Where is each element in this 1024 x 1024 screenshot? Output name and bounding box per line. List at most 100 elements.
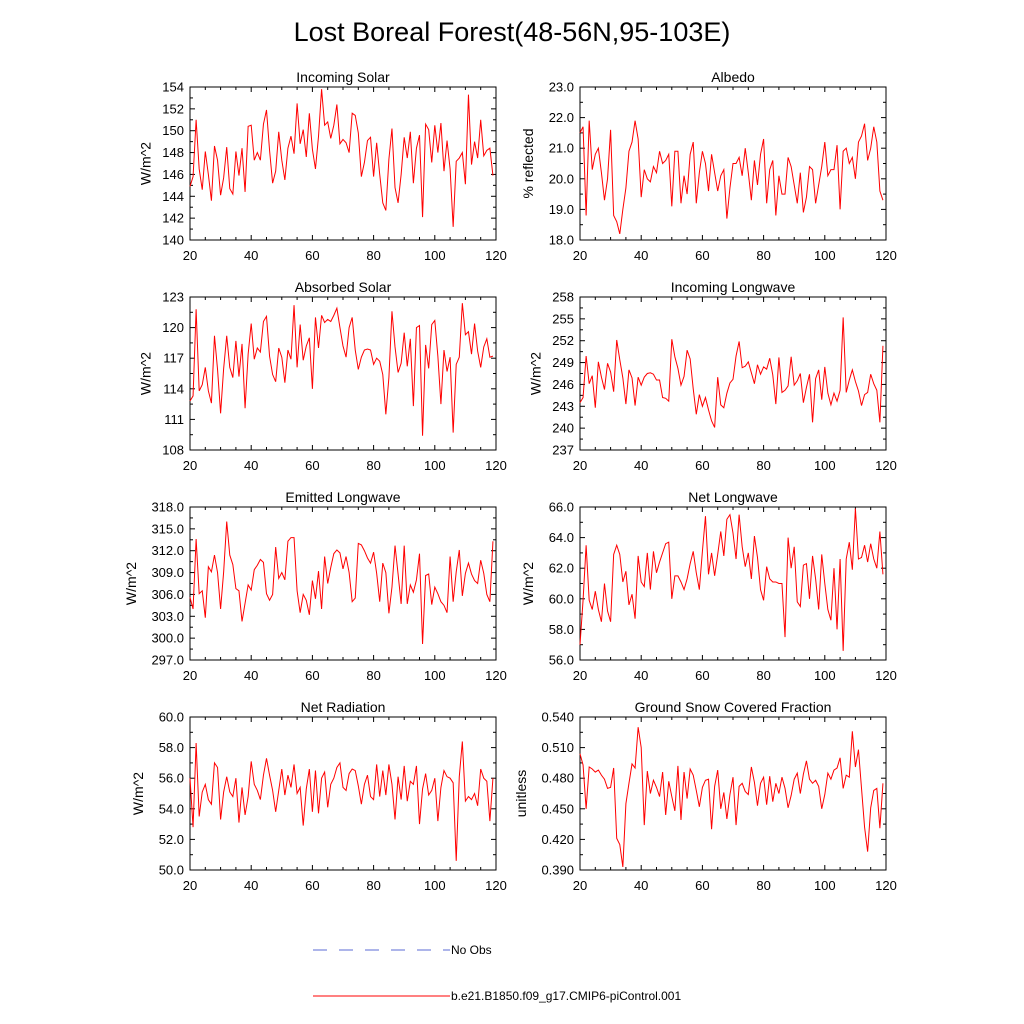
x-tick-label: 40 [634,878,648,893]
series-line-incoming-longwave [579,317,884,428]
x-tick-label: 40 [244,668,258,683]
y-tick-label: 300.0 [151,631,184,646]
x-tick-label: 80 [366,458,380,473]
legend-label-no-obs: No Obs [451,943,492,957]
series-line-net-longwave [579,508,884,651]
x-tick-label: 60 [695,458,709,473]
y-tick-label: 148 [162,145,184,160]
y-tick-label: 0.510 [541,740,574,755]
x-tick-label: 100 [424,668,446,683]
plot-frame [579,506,887,661]
x-tick-label: 20 [573,878,587,893]
legend: No Obs b.e21.B1850.f09_g17.CMIP6-piContr… [313,943,681,1003]
y-tick-label: 249 [552,355,574,370]
y-tick-label: 20.0 [549,171,574,186]
y-tick-label: 303.0 [151,609,184,624]
y-tick-label: 56.0 [549,653,574,668]
panel-title-ground-snow-covered-fraction: Ground Snow Covered Fraction [635,699,832,715]
x-tick-label: 80 [756,668,770,683]
y-tick-label: 258 [552,290,574,305]
plot-frame [189,506,497,661]
y-tick-label: 108 [162,443,184,458]
x-tick-label: 120 [485,668,507,683]
y-tick-label: 154 [162,80,184,95]
panel-title-incoming-longwave: Incoming Longwave [671,279,796,295]
x-tick-label: 100 [814,668,836,683]
y-tick-label: 309.0 [151,565,184,580]
x-tick-label: 20 [183,248,197,263]
plot-frame [579,296,887,451]
panel-incoming-longwave: Incoming Longwave 20 40 60 80 100 120 237 240 243… [527,279,896,473]
x-tick-label: 100 [814,878,836,893]
y-tick-label: 111 [164,412,184,427]
series-line-ground-snow-covered-fraction [579,727,884,868]
y-tick-label: 0.420 [541,832,574,847]
x-tick-label: 100 [424,878,446,893]
y-tick-label: 64.0 [549,530,574,545]
x-tick-label: 20 [573,248,587,263]
y-tick-label: 18.0 [549,233,574,248]
x-tick-label: 20 [183,668,197,683]
x-tick-label: 60 [305,878,319,893]
panel-net-longwave: Net Longwave 20 40 60 80 100 120 56.0 58.0 60.0 62… [520,489,897,683]
y-tick-label: 60.0 [549,591,574,606]
y-axis-label: unitless [513,770,529,817]
y-tick-label: 315.0 [151,521,184,536]
y-tick-label: 22.0 [549,110,574,125]
y-tick-label: 114 [163,381,184,396]
x-tick-label: 40 [244,878,258,893]
y-axis-label: W/m^2 [130,772,146,815]
y-tick-label: 23.0 [549,80,574,95]
panels: Incoming Solar 20 40 60 80 100 120 140 142 144 146… [123,69,897,893]
y-tick-label: 252 [552,333,574,348]
y-tick-label: 152 [162,101,184,116]
series-line-albedo [579,120,884,235]
x-tick-label: 20 [183,878,197,893]
panel-title-absorbed-solar: Absorbed Solar [295,279,392,295]
series-line-absorbed-solar [189,303,494,436]
y-tick-label: 123 [162,290,184,305]
y-tick-label: 246 [552,377,574,392]
x-tick-label: 120 [485,458,507,473]
figure-title: Lost Boreal Forest(48-56N,95-103E) [294,17,731,47]
panel-title-net-radiation: Net Radiation [301,699,386,715]
x-tick-label: 60 [695,668,709,683]
y-tick-label: 146 [162,167,184,182]
x-tick-label: 20 [573,668,587,683]
y-tick-label: 58.0 [549,622,574,637]
x-tick-label: 40 [244,248,258,263]
y-tick-label: 50.0 [159,863,184,878]
x-tick-label: 120 [875,248,897,263]
x-tick-label: 120 [875,458,897,473]
panel-title-albedo: Albedo [711,69,755,85]
y-tick-label: 19.0 [549,202,574,217]
x-tick-label: 60 [305,458,319,473]
y-axis-label: W/m^2 [123,562,139,605]
series-line-emitted-longwave [189,521,494,644]
plot-frame [579,716,887,871]
x-tick-label: 80 [756,248,770,263]
y-tick-label: 144 [162,189,184,204]
panel-title-emitted-longwave: Emitted Longwave [285,489,400,505]
x-tick-label: 20 [183,458,197,473]
y-axis-label: W/m^2 [137,142,153,185]
y-axis-label: W/m^2 [520,562,536,605]
x-tick-label: 60 [695,248,709,263]
x-tick-label: 100 [814,248,836,263]
y-axis-label: W/m^2 [527,352,543,395]
y-tick-label: 255 [552,311,574,326]
y-tick-label: 52.0 [159,832,184,847]
x-tick-label: 40 [244,458,258,473]
x-tick-label: 120 [875,668,897,683]
y-tick-label: 140 [162,233,184,248]
x-tick-label: 120 [875,878,897,893]
y-tick-label: 0.450 [541,801,574,816]
panel-title-incoming-solar: Incoming Solar [296,69,390,85]
y-tick-label: 240 [552,421,574,436]
x-tick-label: 80 [366,668,380,683]
y-tick-label: 120 [162,320,184,335]
x-tick-label: 60 [305,248,319,263]
panel-emitted-longwave: Emitted Longwave 20 40 60 80 100 120 297.0 300.0… [123,489,507,683]
x-tick-label: 40 [634,458,648,473]
series-line-incoming-solar [189,89,494,227]
